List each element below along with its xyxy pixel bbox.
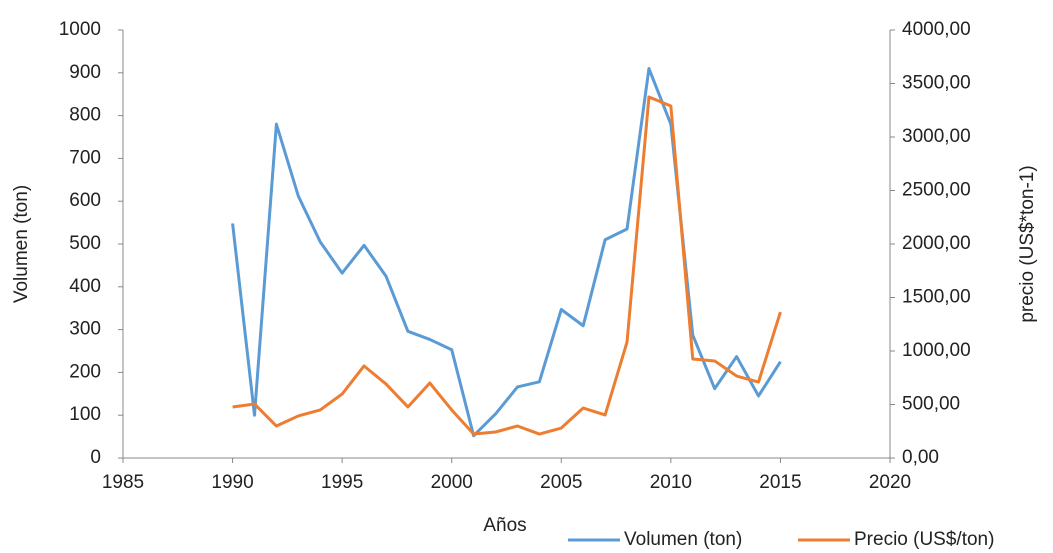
x-axis-label: Años <box>483 515 526 536</box>
y-tick-label: 500 <box>69 233 101 254</box>
y2-tick-label: 1000,00 <box>902 340 971 361</box>
x-tick-label: 1995 <box>321 472 363 493</box>
y2-tick-label: 2500,00 <box>902 180 971 201</box>
y2-tick-label: 2000,00 <box>902 233 971 254</box>
x-tick-label: 2010 <box>650 472 692 493</box>
y-tick-label: 1000 <box>59 19 101 40</box>
x-tick-label: 1990 <box>211 472 253 493</box>
y2-tick-label: 0,00 <box>902 447 939 468</box>
x-tick-label: 2015 <box>759 472 801 493</box>
y-tick-label: 400 <box>69 276 101 297</box>
y-tick-label: 800 <box>69 105 101 126</box>
data-line <box>232 95 782 436</box>
y2-tick-label: 1500,00 <box>902 287 971 308</box>
y-tick-label: 200 <box>69 361 101 382</box>
legend-label: Volumen (ton) <box>624 529 742 550</box>
y-tick-label: 0 <box>90 447 101 468</box>
y-tick-label: 100 <box>69 404 101 425</box>
data-line <box>231 67 782 438</box>
x-tick-label: 2020 <box>869 472 911 493</box>
x-tick-label: 1985 <box>102 472 144 493</box>
y-axis-label: Volumen (ton) <box>11 185 32 303</box>
legend-label: Precio (US$/ton) <box>854 529 994 550</box>
y-tick-label: 600 <box>69 190 101 211</box>
y2-axis-label: precio (US$*ton-1) <box>1017 165 1038 322</box>
y2-tick-label: 3500,00 <box>902 73 971 94</box>
x-tick-label: 2005 <box>540 472 582 493</box>
x-tick-label: 2000 <box>431 472 473 493</box>
y2-tick-label: 3000,00 <box>902 126 971 147</box>
y2-tick-label: 500,00 <box>902 394 960 415</box>
y2-tick-label: 4000,00 <box>902 19 971 40</box>
y-tick-label: 900 <box>69 62 101 83</box>
y-tick-label: 300 <box>69 319 101 340</box>
y-tick-label: 700 <box>69 147 101 168</box>
